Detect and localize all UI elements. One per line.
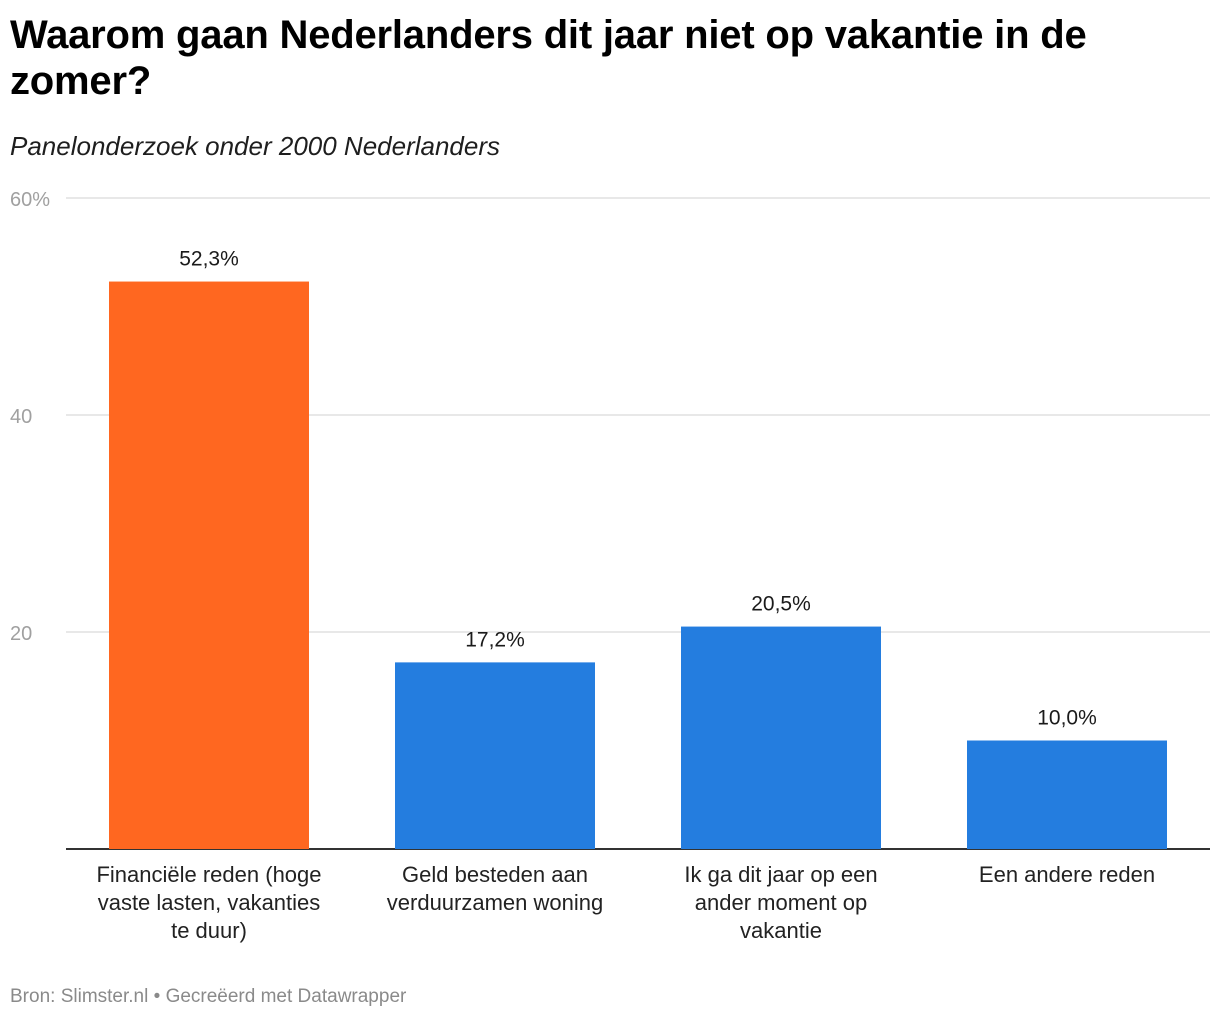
x-tick-label-line: ander moment op [695, 890, 867, 915]
x-tick-label-line: te duur) [171, 918, 247, 943]
x-tick-label: Financiële reden (hoge vaste lasten, vaka… [96, 862, 321, 943]
x-tick-label-line: Een andere reden [979, 862, 1155, 887]
data-label: 10,0% [1037, 707, 1097, 730]
x-tick-label: Een andere reden [979, 862, 1155, 887]
data-label: 52,3% [179, 248, 239, 271]
x-tick-label: Geld besteden aan verduurzamen woning [387, 862, 603, 915]
y-tick-label: 60% [10, 189, 50, 211]
labels: 20 40 60% 52,3% Financiële reden (hoge vaste … [10, 189, 1155, 943]
bar [681, 626, 881, 849]
chart-title: Waarom gaan Nederlanders dit jaar niet o… [10, 13, 1087, 103]
footer-separator: • [153, 986, 161, 1007]
bars [109, 281, 1167, 849]
x-tick-label: Ik ga dit jaar op een ander moment op vaka… [684, 862, 877, 943]
y-tick-label: 20 [10, 623, 32, 645]
y-tick-label: 40 [10, 406, 32, 428]
source-link[interactable]: Slimster.nl [60, 986, 149, 1007]
x-tick-label-line: Geld besteden aan [402, 862, 588, 887]
data-label: 17,2% [465, 628, 525, 651]
chart-subtitle: Panelonderzoek onder 2000 Nederlanders [10, 131, 501, 161]
x-tick-label-line: verduurzamen woning [387, 890, 603, 915]
x-tick-label-line: vakantie [740, 918, 822, 943]
data-label: 20,5% [751, 593, 811, 616]
x-tick-label-line: Financiële reden (hoge [96, 862, 321, 887]
x-tick-label-line: Ik ga dit jaar op een [684, 862, 877, 887]
source-label: Bron: [10, 986, 56, 1007]
bar [395, 662, 595, 849]
x-tick-label-line: vaste lasten, vakanties [98, 890, 321, 915]
bar [109, 281, 309, 849]
credit-link[interactable]: Gecreëerd met Datawrapper [165, 986, 407, 1007]
chart-footer: Bron: Slimster.nl • Gecreëerd met Datawr… [10, 985, 406, 1009]
bar [967, 740, 1167, 849]
